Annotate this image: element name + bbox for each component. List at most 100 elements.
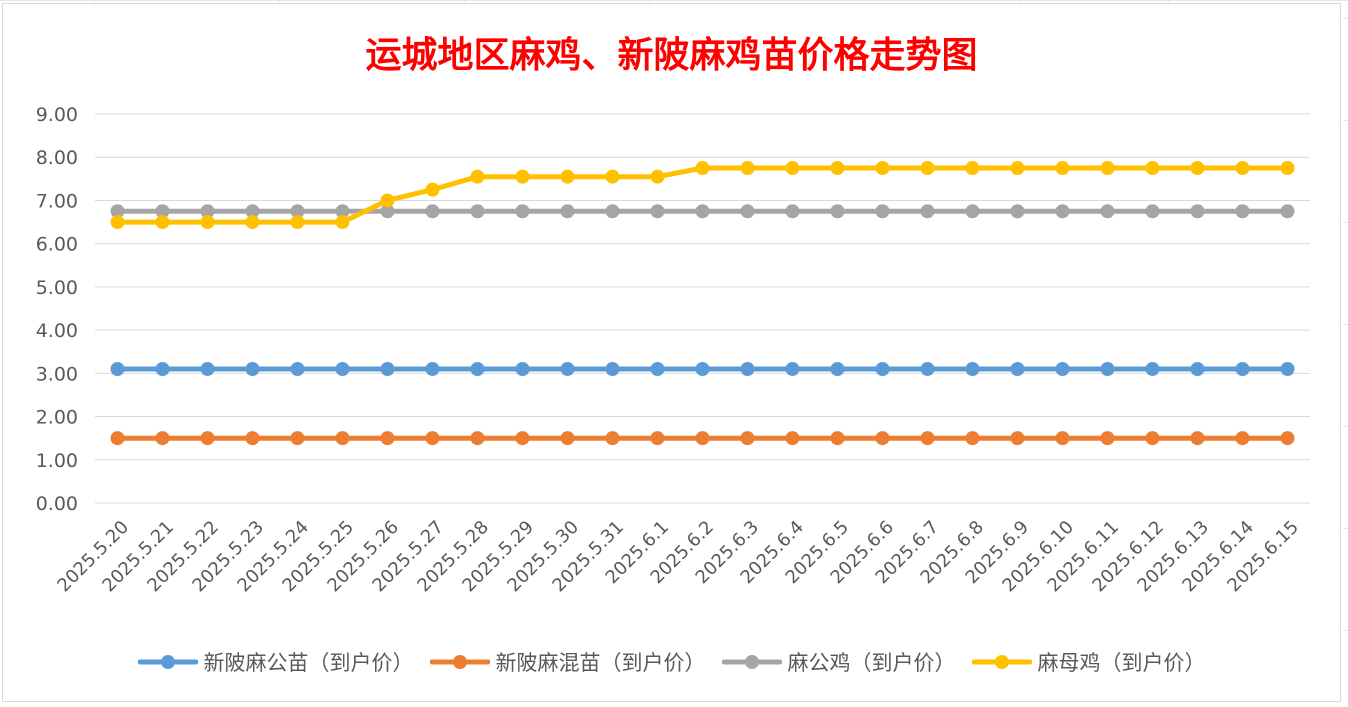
data-point xyxy=(200,215,215,230)
data-point xyxy=(875,431,890,446)
data-point xyxy=(830,204,845,219)
data-point xyxy=(1235,431,1250,446)
data-point xyxy=(1280,431,1295,446)
data-point xyxy=(245,431,260,446)
data-point xyxy=(740,204,755,219)
data-point xyxy=(515,362,530,377)
data-point xyxy=(380,193,395,208)
data-point xyxy=(695,161,710,176)
y-tick-label: 5.00 xyxy=(36,277,78,299)
data-point xyxy=(920,362,935,377)
x-axis-tick-labels: 2025.5.202025.5.212025.5.222025.5.232025… xyxy=(53,517,1303,597)
data-point xyxy=(290,215,305,230)
data-point xyxy=(425,204,440,219)
data-point xyxy=(245,215,260,230)
data-point xyxy=(1010,161,1025,176)
series-2 xyxy=(110,204,1295,219)
data-point xyxy=(1055,431,1070,446)
data-point xyxy=(1100,362,1115,377)
y-axis-tick-labels: 0.00 1.00 2.00 3.00 4.00 5.00 6.00 7.00 8.00 9.00 xyxy=(36,104,78,515)
data-point xyxy=(335,204,350,219)
data-point xyxy=(605,431,620,446)
data-point xyxy=(245,204,260,219)
data-point xyxy=(1145,204,1160,219)
data-point xyxy=(1055,362,1070,377)
data-point xyxy=(1010,362,1025,377)
legend-item: 麻公鸡（到户价） xyxy=(721,647,956,677)
legend-marker-icon xyxy=(721,655,782,669)
data-point xyxy=(875,204,890,219)
data-point xyxy=(1190,204,1205,219)
data-point xyxy=(785,362,800,377)
data-point xyxy=(785,161,800,176)
series-3 xyxy=(110,161,1295,230)
legend-dot xyxy=(994,655,1009,669)
data-point xyxy=(650,169,665,184)
y-tick-label: 1.00 xyxy=(36,450,78,472)
data-point xyxy=(830,431,845,446)
chart-area[interactable] xyxy=(2,3,1341,702)
legend-label: 麻母鸡（到户价） xyxy=(1037,651,1206,675)
data-point xyxy=(740,431,755,446)
y-tick-label: 6.00 xyxy=(36,234,78,256)
data-point xyxy=(515,169,530,184)
data-point xyxy=(1145,362,1160,377)
data-point xyxy=(470,204,485,219)
data-point xyxy=(110,431,125,446)
legend-item: 麻母鸡（到户价） xyxy=(971,647,1206,677)
data-point xyxy=(560,431,575,446)
data-point xyxy=(155,362,170,377)
data-point xyxy=(1145,431,1160,446)
legend-marker-icon xyxy=(137,655,198,669)
data-point xyxy=(110,215,125,230)
data-point xyxy=(515,204,530,219)
data-point xyxy=(425,431,440,446)
series-lines xyxy=(110,161,1295,446)
data-point xyxy=(245,362,260,377)
data-point xyxy=(785,204,800,219)
data-point xyxy=(290,431,305,446)
legend-marker-icon xyxy=(429,655,490,669)
y-tick-label: 4.00 xyxy=(36,320,78,342)
series-1 xyxy=(110,431,1295,446)
data-point xyxy=(1190,431,1205,446)
y-tick-label: 2.00 xyxy=(36,407,78,429)
data-point xyxy=(380,431,395,446)
data-point xyxy=(605,362,620,377)
data-point xyxy=(830,362,845,377)
data-point xyxy=(200,204,215,219)
data-point xyxy=(560,204,575,219)
data-point xyxy=(425,362,440,377)
data-point xyxy=(1100,161,1115,176)
legend-dot xyxy=(744,655,759,669)
data-point xyxy=(965,161,980,176)
data-point xyxy=(1055,204,1070,219)
data-point xyxy=(110,204,125,219)
data-point xyxy=(695,204,710,219)
data-point xyxy=(965,204,980,219)
data-point xyxy=(515,431,530,446)
data-point xyxy=(155,431,170,446)
y-tick-label: 7.00 xyxy=(36,190,78,212)
data-point xyxy=(290,362,305,377)
legend-dot xyxy=(452,655,467,669)
data-point xyxy=(200,431,215,446)
data-point xyxy=(695,362,710,377)
data-point xyxy=(605,204,620,219)
data-point xyxy=(1280,362,1295,377)
data-point xyxy=(335,215,350,230)
legend-dot xyxy=(160,655,175,669)
data-point xyxy=(470,362,485,377)
data-point xyxy=(155,204,170,219)
series-0 xyxy=(110,362,1295,377)
data-point xyxy=(785,431,800,446)
data-point xyxy=(425,182,440,197)
data-point xyxy=(875,362,890,377)
data-point xyxy=(1280,161,1295,176)
legend-marker-icon xyxy=(971,655,1032,669)
data-point xyxy=(290,204,305,219)
data-point xyxy=(200,362,215,377)
data-point xyxy=(920,204,935,219)
y-tick-label: 9.00 xyxy=(36,104,78,126)
data-point xyxy=(380,204,395,219)
